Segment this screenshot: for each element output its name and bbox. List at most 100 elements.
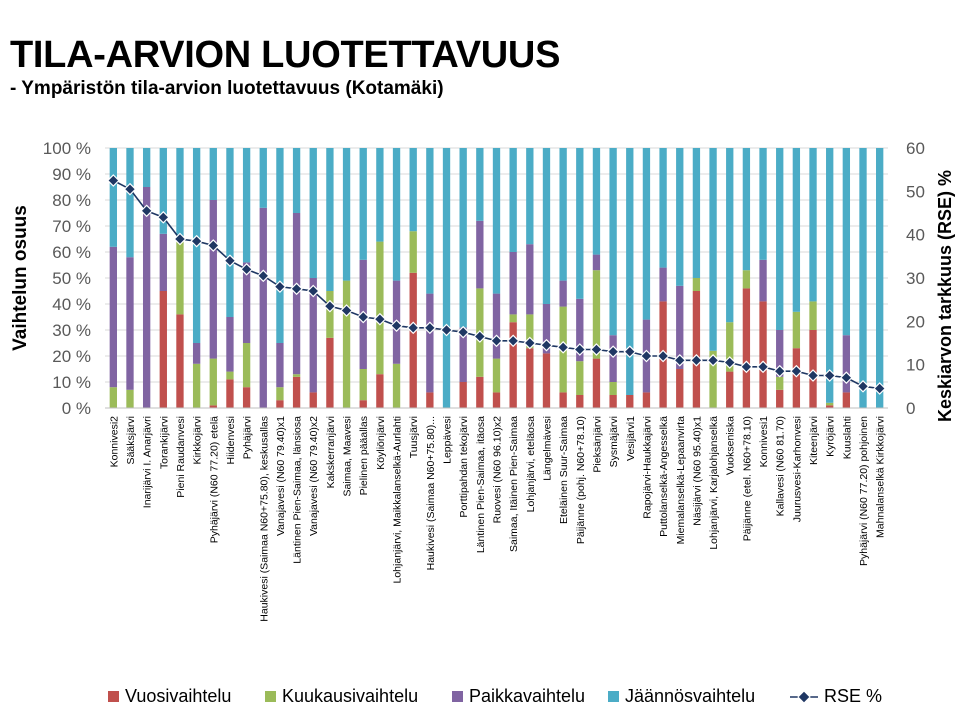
x-tick-label: Köyliönjärvi [375,416,387,470]
bar-kuukausivaihtelu [326,291,334,338]
bar-paikkavaihtelu [759,259,767,302]
rse-point [440,323,453,337]
x-tick-label: Vanajavesi (N60 79.40)x2 [308,416,320,536]
x-tick-label: Pielinen pääallas [358,416,370,495]
x-tick-label: Läntinen Pien-Saimaa, itäosa [475,416,487,553]
y2-axis-label: Keskiarvon tarkkuus (RSE) % [935,170,955,422]
x-tick-label: Päijänne (etel. N60+78.10) [741,416,753,541]
bar-paikkavaihtelu [126,257,134,390]
legend-paikkavaihtelu: Paikkavaihtelu [469,686,585,706]
bar-kuukausivaihtelu [192,363,201,408]
bar-vuosivaihtelu [726,371,734,408]
bar-kuukausivaihtelu [292,374,301,377]
slide-title: TILA-ARVION LUOTETTAVUUS [10,34,561,76]
y2-tick-label: 10 [906,356,925,375]
x-tick-label: Pyhäjärvi (N60 77.20) etelä [208,416,220,543]
x-tick-label: Lohjanjärvi, Karjalohjanselkä [708,416,720,550]
bar-jaannosvaihtelu [859,148,867,408]
bar-jaannosvaihtelu [509,148,517,252]
x-tick-label: Pieksänjärvi [591,416,603,473]
rse-point [673,353,687,367]
bar-vuosivaihtelu [676,369,684,408]
bar-vuosivaihtelu [692,291,701,408]
x-tick-label: Inarijärvi I. Anarjävri [142,416,154,508]
bar-jaannosvaihtelu [742,148,751,271]
y-tick-label: 40 % [52,295,91,314]
bar-vuosivaihtelu [559,392,567,408]
bar-jaannosvaihtelu [659,148,667,268]
bar-jaannosvaihtelu [326,148,334,291]
bar-paikkavaihtelu [509,252,517,315]
bar-kuukausivaihtelu [176,241,184,315]
legend-kuukausivaihtelu-swatch [265,691,276,702]
x-tick-label: Rapojärvi-Haukkajärvi [641,416,653,519]
bar-vuosivaihtelu [292,376,301,408]
bar-kuukausivaihtelu [742,270,751,289]
x-tick-label: Lohjanjärvi, eteläosa [525,416,537,512]
x-tick-label: Sysmäjärvi [608,416,620,467]
rse-point [390,319,403,333]
rse-point [140,204,153,218]
rse-point [773,364,787,378]
rse-point [690,353,703,367]
bar-vuosivaihtelu [309,392,317,408]
bar-kuukausivaihtelu [359,369,367,401]
bar-paikkavaihtelu [659,267,667,302]
bar-jaannosvaihtelu [692,148,701,278]
x-tick-label: Torankijärvi [158,416,170,469]
x-tick-label: Sääksjärvi [125,416,137,464]
bar-jaannosvaihtelu [109,148,117,247]
bar-paikkavaihtelu [242,262,251,343]
bar-jaannosvaihtelu [159,148,167,234]
bar-vuosivaihtelu [809,330,817,408]
rse-point [740,360,753,374]
legend-vuosivaihtelu-swatch [108,691,119,702]
bar-jaannosvaihtelu [776,148,784,330]
x-tick-label: Haukivesi (Saimaa N60+75.80)... [425,416,437,570]
x-tick-label: Vanajavesi (N60 79.40)x1 [275,416,287,536]
x-tick-label: Päijänne (pohj. N60+78.10) [575,416,587,544]
y2-tick-label: 40 [906,226,925,245]
rse-point [473,330,487,343]
bar-vuosivaihtelu [592,358,601,408]
bar-jaannosvaihtelu [809,148,817,302]
x-tick-label: Miemalanselkä-Lepaanvirta [675,416,687,545]
rse-point [706,353,720,367]
y2-tick-label: 50 [906,182,925,201]
bar-kuukausivaihtelu [592,270,601,359]
x-tick-label: Kiteenjärvi [808,416,820,465]
bar-jaannosvaihtelu [792,148,801,312]
x-tick-label: Kuuslahti [841,416,853,459]
rse-point [590,343,603,356]
bar-jaannosvaihtelu [176,148,184,242]
bar-jaannosvaihtelu [542,148,551,304]
bar-vuosivaihtelu [542,353,551,408]
x-tick-label: Vesijärvi1 [625,416,637,461]
bar-kuukausivaihtelu [492,358,501,393]
bar-kuukausivaihtelu [826,402,834,406]
bar-vuosivaihtelu [176,314,184,408]
bar-vuosivaihtelu [742,288,751,408]
bar-kuukausivaihtelu [109,387,117,408]
rse-point [373,312,387,326]
bar-jaannosvaihtelu [626,148,634,395]
rse-point [640,349,653,363]
rse-point [123,182,137,196]
x-tick-label: Längelmävesi [541,416,553,481]
y2-tick-label: 60 [906,139,925,158]
x-tick-label: Kakskerranjärvi [325,416,337,488]
bar-kuukausivaihtelu [692,278,701,291]
rse-point [873,382,887,395]
rse-point [506,334,520,348]
bar-vuosivaihtelu [526,348,534,408]
legend-jaannosvaihtelu-swatch [608,691,619,702]
y-tick-label: 30 % [52,321,91,340]
bar-jaannosvaihtelu [359,148,367,260]
y-tick-label: 80 % [52,191,91,210]
rse-point [623,345,637,359]
bar-vuosivaihtelu [476,376,484,408]
bar-paikkavaihtelu [592,254,601,271]
bar-vuosivaihtelu [509,322,517,408]
bar-paikkavaihtelu [776,330,784,377]
rse-point [273,280,287,294]
